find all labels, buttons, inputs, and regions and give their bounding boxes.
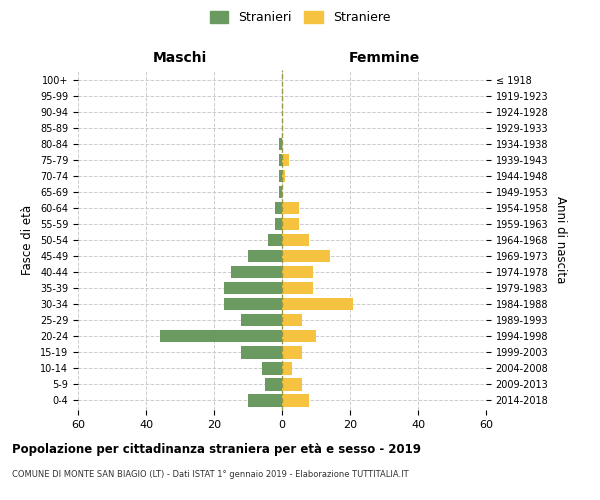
Bar — [275, 202, 282, 214]
Bar — [282, 154, 289, 166]
Bar — [282, 314, 302, 326]
Bar — [265, 378, 282, 390]
Bar — [275, 218, 282, 230]
Bar — [282, 330, 316, 342]
Bar — [282, 218, 299, 230]
Bar — [231, 266, 282, 278]
Text: COMUNE DI MONTE SAN BIAGIO (LT) - Dati ISTAT 1° gennaio 2019 - Elaborazione TUTT: COMUNE DI MONTE SAN BIAGIO (LT) - Dati I… — [12, 470, 409, 479]
Bar — [282, 378, 302, 390]
Bar — [278, 186, 282, 198]
Bar — [224, 298, 282, 310]
Bar — [282, 346, 302, 358]
Bar — [224, 282, 282, 294]
Bar — [282, 250, 329, 262]
Bar — [241, 314, 282, 326]
Y-axis label: Anni di nascita: Anni di nascita — [554, 196, 567, 284]
Bar — [282, 298, 353, 310]
Bar — [282, 266, 313, 278]
Legend: Stranieri, Straniere: Stranieri, Straniere — [205, 6, 395, 29]
Bar — [282, 234, 309, 246]
Text: Maschi: Maschi — [153, 51, 207, 65]
Bar — [278, 170, 282, 182]
Bar — [278, 154, 282, 166]
Bar — [282, 170, 286, 182]
Bar — [282, 202, 299, 214]
Bar — [282, 394, 309, 406]
Bar — [160, 330, 282, 342]
Bar — [241, 346, 282, 358]
Bar — [262, 362, 282, 374]
Bar — [278, 138, 282, 150]
Bar — [248, 394, 282, 406]
Y-axis label: Fasce di età: Fasce di età — [22, 205, 34, 275]
Bar — [248, 250, 282, 262]
Text: Femmine: Femmine — [349, 51, 419, 65]
Bar — [282, 282, 313, 294]
Bar — [282, 362, 292, 374]
Bar — [268, 234, 282, 246]
Text: Popolazione per cittadinanza straniera per età e sesso - 2019: Popolazione per cittadinanza straniera p… — [12, 442, 421, 456]
